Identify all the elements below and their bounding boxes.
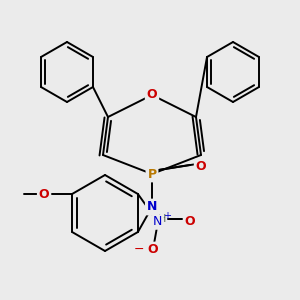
Text: O: O (148, 244, 158, 256)
Text: −: − (134, 242, 144, 256)
Text: O: O (196, 160, 206, 173)
Text: O: O (184, 215, 195, 229)
Text: O: O (39, 188, 50, 200)
Text: O: O (147, 88, 157, 101)
Text: N: N (153, 215, 163, 229)
Text: N: N (147, 200, 157, 214)
Text: P: P (147, 167, 157, 181)
Text: +: + (163, 211, 171, 221)
Text: H: H (158, 214, 166, 224)
